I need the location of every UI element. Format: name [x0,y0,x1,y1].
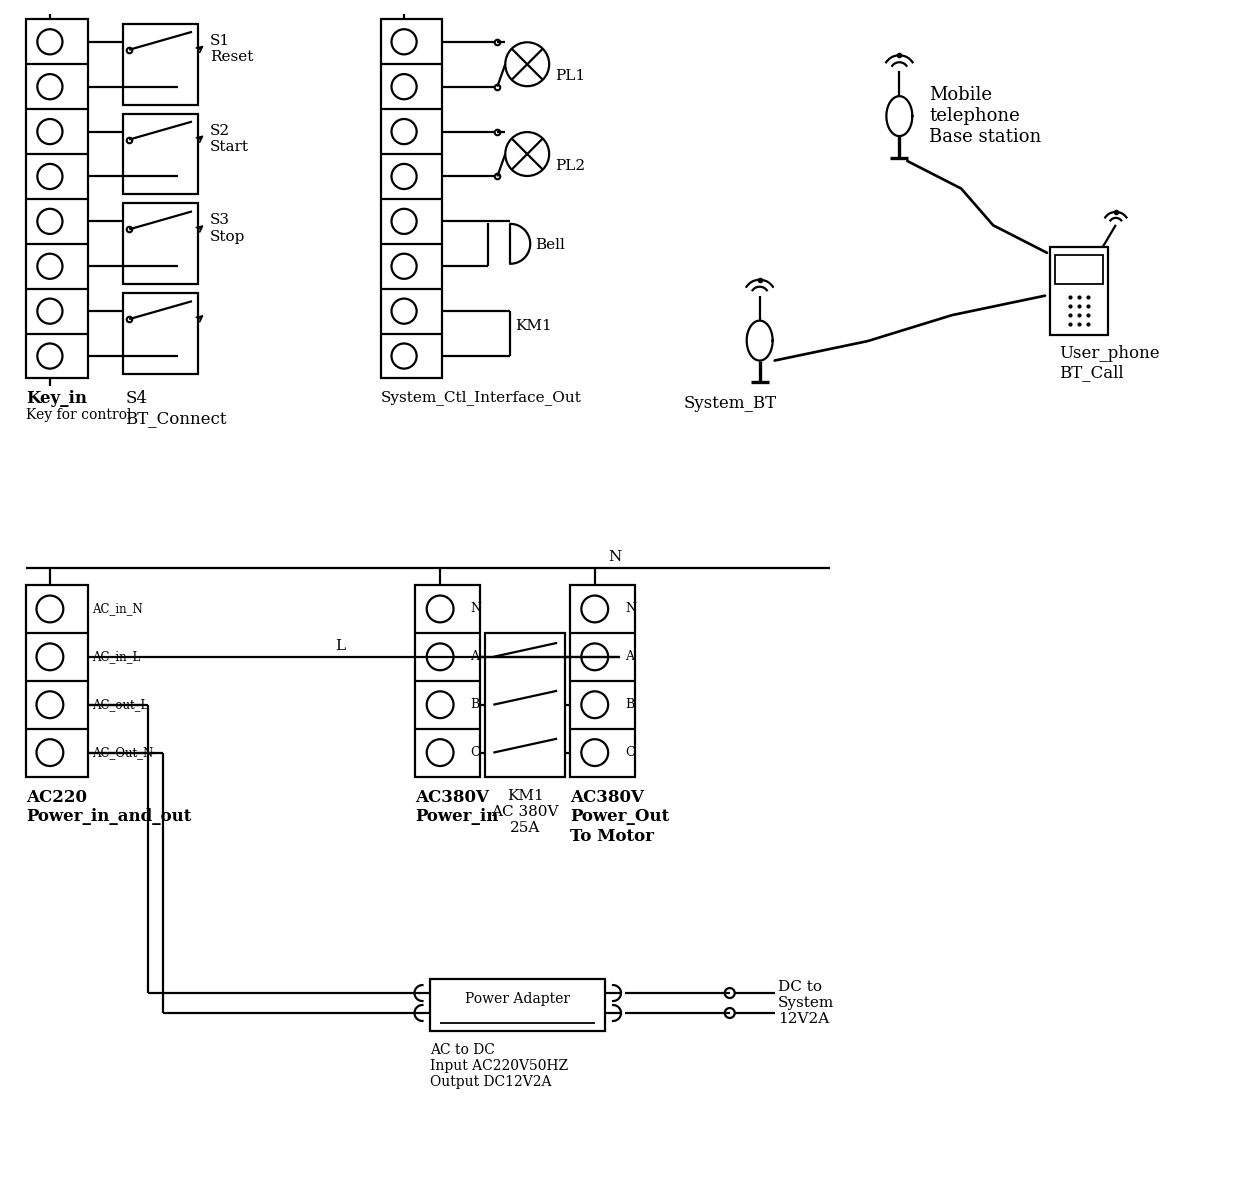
Bar [123,113,198,195]
Text: PL2: PL2 [556,159,585,173]
Text: AC220
Power_in_and_out: AC220 Power_in_and_out [26,788,192,825]
Text: AC380V
Power_in: AC380V Power_in [415,788,498,825]
Text: AC380V
Power_Out
To Motor: AC380V Power_Out To Motor [570,788,670,845]
Text: KM1: KM1 [516,319,552,333]
Bar [381,19,443,379]
Bar [26,19,88,379]
Text: S1
Reset: S1 Reset [210,34,253,64]
Text: C: C [470,746,480,759]
Text: L: L [336,638,346,653]
Text: N: N [470,603,481,616]
Text: S4
BT_Connect: S4 BT_Connect [125,391,227,427]
Bar [485,632,565,776]
Text: B: B [470,699,480,712]
Text: AC to DC
Input AC220V50HZ
Output DC12V2A: AC to DC Input AC220V50HZ Output DC12V2A [430,1043,569,1089]
Text: Key for control: Key for control [26,408,131,422]
Bar [570,585,635,776]
Text: Bell: Bell [536,238,565,251]
Text: System_Ctl_Interface_Out: System_Ctl_Interface_Out [381,391,582,406]
Bar [123,24,198,105]
Text: N: N [609,550,621,564]
Text: C: C [625,746,635,759]
Bar [123,203,198,284]
Text: PL1: PL1 [556,70,585,84]
Text: Power Adapter: Power Adapter [465,992,570,1007]
Bar [415,585,480,776]
Bar [1055,255,1102,283]
Text: DC to
System
12V2A: DC to System 12V2A [777,979,833,1027]
Text: A: A [625,650,634,663]
Text: User_phone
BT_Call: User_phone BT_Call [1059,345,1159,381]
Text: N: N [625,603,636,616]
Bar [1050,247,1107,335]
Bar [26,585,88,776]
Text: Key_in: Key_in [26,391,87,407]
Text: S3
Stop: S3 Stop [210,214,246,243]
Bar [430,979,605,1031]
Text: AC_out_L: AC_out_L [92,699,149,712]
Text: AC_in_L: AC_in_L [92,650,140,663]
Text: S2
Start: S2 Start [210,124,249,153]
Text: A: A [470,650,480,663]
Text: AC_in_N: AC_in_N [92,603,143,616]
Bar [123,293,198,374]
Text: Mobile
telephone
Base station: Mobile telephone Base station [929,86,1042,146]
Text: AC_Out_N: AC_Out_N [92,746,154,759]
Text: System_BT: System_BT [683,395,776,413]
Text: B: B [625,699,634,712]
Text: KM1
AC 380V
25A: KM1 AC 380V 25A [491,788,559,835]
